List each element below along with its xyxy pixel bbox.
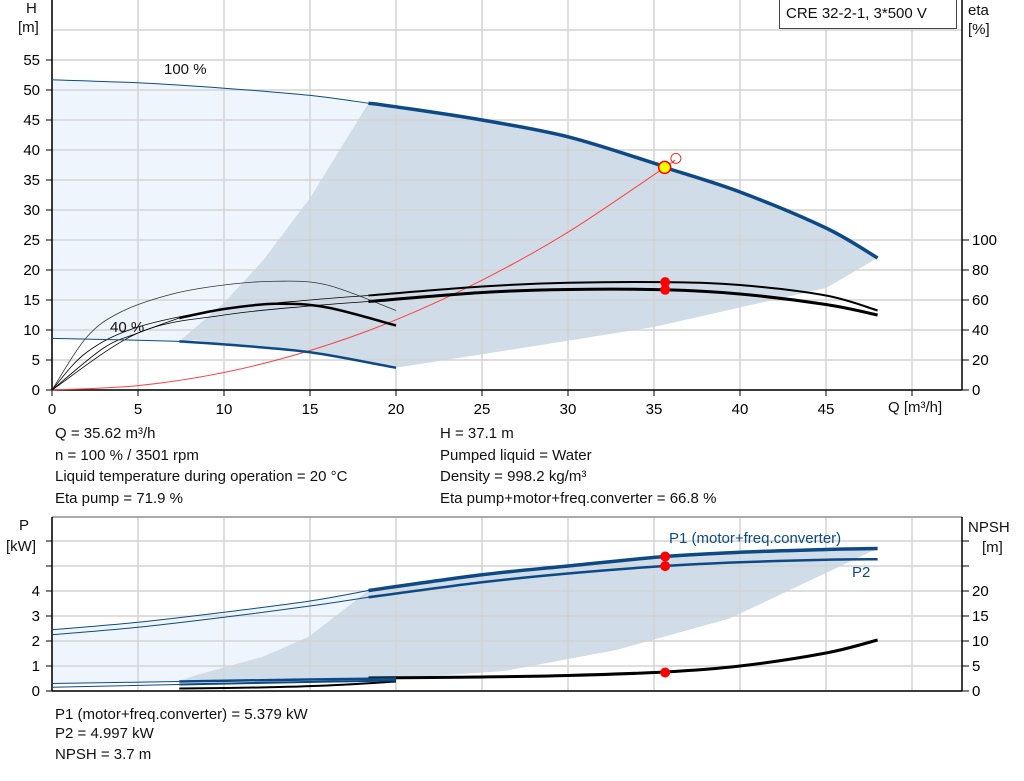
eta-tick-label: 100 (972, 232, 997, 249)
readout-eta-total: Eta pump+motor+freq.converter = 66.8 % (440, 490, 717, 507)
eta-total-100-curve (368, 287, 878, 317)
eta-axis-name: eta (968, 2, 989, 19)
p-tick-label: 2 (32, 633, 40, 650)
q-tick-label: 5 (134, 401, 142, 418)
p-axis-name: P (19, 517, 30, 534)
h-tick-label: 55 (23, 52, 40, 69)
readout-temperature: Liquid temperature during operation = 20… (55, 468, 348, 485)
eta-total-marker (660, 284, 671, 295)
h-tick-label: 45 (23, 112, 40, 129)
eta-tick-label: 0 (972, 382, 980, 399)
q-tick-label: 20 (388, 401, 405, 418)
q-tick-label: 40 (732, 401, 749, 418)
eta-tick-label: 80 (972, 262, 989, 279)
readout-liquid: Pumped liquid = Water (440, 447, 592, 464)
readout-q: Q = 35.62 m³/h (55, 425, 156, 442)
chart-title: CRE 32-2-1, 3*500 V (779, 0, 957, 29)
eta-pump-100-curve (368, 280, 878, 312)
q-tick-label: 15 (302, 401, 319, 418)
npsh-axis-unit: [m] (982, 539, 1003, 556)
npsh-tick-label: 15 (972, 608, 989, 625)
readout-speed: n = 100 % / 3501 rpm (55, 447, 199, 464)
eta-tick-label: 60 (972, 292, 989, 309)
readout-h: H = 37.1 m (440, 425, 514, 442)
p-tick-label: 1 (32, 658, 40, 675)
p2-40-curve-thin (51, 684, 180, 688)
h-tick-label: 50 (23, 82, 40, 99)
p2-series-label: P2 (852, 564, 871, 581)
h-tick-label: 5 (32, 352, 40, 369)
speed-label-40: 40 % (110, 319, 145, 336)
h-axis-name: H (26, 0, 37, 17)
readout-p2: P2 = 4.997 kW (55, 725, 154, 742)
eta-pump-100-curve-thin (51, 295, 369, 391)
p1-40-curve-thin (51, 681, 180, 684)
q-tick-label: 10 (216, 401, 233, 418)
p1-curve-thin (51, 590, 369, 631)
eta-pump-marker (660, 277, 671, 288)
dark-region (179, 103, 878, 368)
p2-curve (368, 558, 878, 599)
speed-label-100: 100 % (164, 61, 207, 78)
h-tick-label: 25 (23, 232, 40, 249)
readout-p1: P1 (motor+freq.converter) = 5.379 kW (55, 706, 308, 723)
q-tick-label: 45 (818, 401, 835, 418)
eta-pump-40-curve (51, 280, 397, 391)
npsh-100-curve (368, 638, 878, 680)
h-tick-label: 15 (23, 292, 40, 309)
h-tick-label: 20 (23, 262, 40, 279)
npsh-tick-label: 10 (972, 633, 989, 650)
p2-curve-thin (51, 596, 369, 636)
npsh-tick-label: 0 (972, 683, 980, 700)
p2-40-curve (179, 679, 397, 686)
system-end-marker (670, 152, 682, 164)
power-dark-region (179, 548, 878, 681)
h-tick-label: 10 (23, 322, 40, 339)
readout-npsh: NPSH = 3.7 m (55, 746, 152, 763)
q-axis-label: Q [m³/h] (888, 399, 943, 416)
system-curve (51, 159, 676, 391)
npsh-40-curve (179, 680, 397, 690)
h-tick-label: 30 (23, 202, 40, 219)
p1-40-curve (179, 677, 397, 683)
npsh-tick-label: 5 (972, 658, 980, 675)
eta-axis-unit: [%] (968, 21, 990, 38)
p1-marker (660, 551, 671, 562)
p-axis-unit: [kW] (6, 538, 36, 555)
p2-marker (660, 561, 671, 572)
readout-eta-pump: Eta pump = 71.9 % (55, 490, 183, 507)
p-tick-label: 0 (32, 683, 40, 700)
npsh-marker (660, 667, 671, 678)
npsh-tick-label: 20 (972, 583, 989, 600)
eta-tick-label: 40 (972, 322, 989, 339)
head-curve-100-thin (51, 79, 369, 104)
readout-density: Density = 998.2 kg/m³ (440, 468, 587, 485)
head-curve-40 (179, 340, 397, 370)
p-tick-label: 3 (32, 608, 40, 625)
h-tick-label: 0 (32, 382, 40, 399)
eta-total-100-curve-thin (51, 301, 369, 391)
q-tick-label: 0 (48, 401, 56, 418)
head-curve-40-thin (51, 337, 180, 342)
q-tick-label: 30 (560, 401, 577, 418)
p1-series-label: P1 (motor+freq.converter) (669, 530, 842, 547)
q-tick-label: 35 (646, 401, 663, 418)
p1-curve (368, 546, 878, 593)
h-axis-unit: [m] (18, 19, 39, 36)
npsh-axis-name: NPSH (968, 519, 1010, 536)
duty-point-marker (657, 160, 672, 175)
eta-tick-label: 20 (972, 352, 989, 369)
power-light-region (52, 590, 369, 684)
head-curve-100 (368, 101, 879, 260)
h-tick-label: 35 (23, 172, 40, 189)
p-tick-label: 4 (32, 583, 40, 600)
h-tick-label: 40 (23, 142, 40, 159)
q-tick-label: 25 (474, 401, 491, 418)
